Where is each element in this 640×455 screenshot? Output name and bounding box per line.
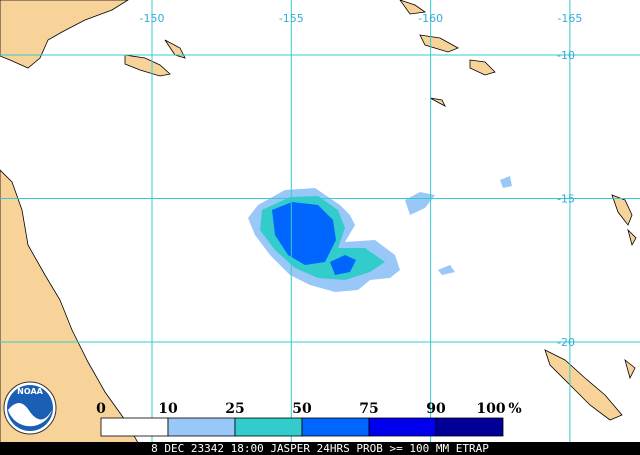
lat-label: -20 (557, 336, 575, 349)
lat-label: -10 (557, 49, 575, 62)
legend-label: 75 (359, 401, 378, 417)
legend-swatch (234, 417, 303, 437)
legend-swatch (368, 417, 437, 437)
legend-label: 25 (225, 401, 244, 417)
logo-text: NOAA (17, 387, 43, 396)
legend-label: 90 (426, 401, 446, 417)
legend-label: 0 (96, 401, 106, 417)
legend-swatch (301, 417, 370, 437)
legend-label: 10 (158, 401, 178, 417)
footer-text: 8 DEC 23342 18:00 JASPER 24HRS PROB >= 1… (151, 442, 489, 455)
lon-label: -150 (140, 12, 165, 25)
lon-label: -165 (557, 12, 582, 25)
legend-label: 100 (476, 401, 505, 417)
legend-label: 50 (292, 401, 312, 417)
legend-swatch (100, 417, 169, 437)
lon-label: -160 (418, 12, 443, 25)
lon-label: -155 (279, 12, 304, 25)
noaa-logo: NOAA (3, 381, 57, 435)
footer-bar (0, 442, 640, 455)
graticule: -150 -155 -160 -165 -10 -15 -20 (0, 0, 640, 442)
lat-label: -15 (557, 193, 575, 206)
legend-swatch (167, 417, 236, 437)
legend-swatch (435, 417, 504, 437)
legend-unit: % (508, 401, 521, 417)
legend: 0 10 25 50 75 90 100% (96, 401, 522, 437)
